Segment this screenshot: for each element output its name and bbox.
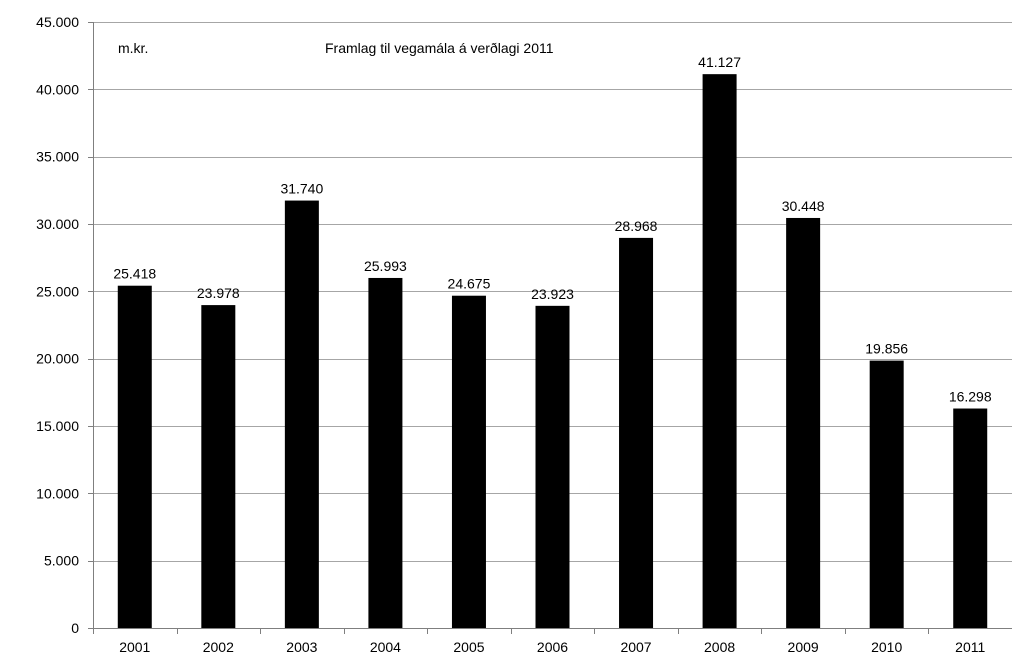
bar-2008	[702, 74, 737, 629]
x-tick-label-2008: 2008	[704, 639, 735, 655]
y-tick-label: 30.000	[36, 216, 79, 232]
y-tick-label: 0	[71, 620, 79, 636]
data-label-2009: 30.448	[782, 198, 825, 214]
y-tick-label: 5.000	[44, 553, 79, 569]
x-tick-label-2004: 2004	[370, 639, 401, 655]
data-labels: 25.418 23.978 31.740 25.993 24.675 23.923 28.9…	[113, 54, 991, 404]
data-label-2008: 41.127	[698, 54, 741, 70]
bars	[117, 74, 988, 629]
x-tick-label-2009: 2009	[788, 639, 819, 655]
y-tick-label: 10.000	[36, 485, 79, 501]
bar-2010	[869, 360, 904, 628]
bar-2009	[786, 217, 821, 629]
y-tick-label: 20.000	[36, 351, 79, 367]
y-tick-label: 25.000	[36, 283, 79, 299]
x-tick-label-2007: 2007	[620, 639, 651, 655]
data-label-2007: 28.968	[615, 218, 658, 234]
x-tick-label-2005: 2005	[453, 639, 484, 655]
data-label-2010: 19.856	[865, 341, 908, 357]
y-axis-ticks: 0 5.000 10.000 15.000 20.000 25.000 30.000 35.0…	[36, 14, 79, 636]
x-tick-label-2011: 2011	[955, 639, 985, 655]
bar-2007	[619, 237, 654, 629]
bar-2011	[953, 408, 988, 628]
data-label-2001: 25.418	[113, 266, 156, 282]
x-tick-label-2010: 2010	[871, 639, 902, 655]
y-tick-label: 15.000	[36, 418, 79, 434]
chart-title: Framlag til vegamála á verðlagi 2011	[325, 40, 554, 56]
x-tick-label-2006: 2006	[537, 639, 568, 655]
y-tick-label: 40.000	[36, 81, 79, 97]
data-label-2011: 16.298	[949, 389, 992, 405]
y-tick-label: 45.000	[36, 14, 79, 30]
y-tick-label: 35.000	[36, 149, 79, 165]
x-axis-ticks: 2001 2002 2003 2004 2005 2006 2007 2008 2009 2010…	[119, 639, 985, 655]
bar-2003	[284, 200, 319, 628]
bar-2001	[117, 285, 152, 628]
x-tick-label-2002: 2002	[203, 639, 234, 655]
data-label-2006: 23.923	[531, 286, 574, 302]
gridlines	[93, 22, 1012, 562]
axes	[88, 22, 1012, 634]
data-label-2002: 23.978	[197, 285, 240, 301]
bar-2006	[535, 305, 570, 628]
bar-2005	[451, 295, 486, 628]
x-tick-label-2003: 2003	[286, 639, 317, 655]
data-label-2003: 31.740	[280, 181, 323, 197]
unit-label: m.kr.	[118, 40, 149, 56]
data-label-2004: 25.993	[364, 258, 407, 274]
bar-2004	[368, 277, 403, 628]
data-label-2005: 24.675	[448, 276, 491, 292]
bar-2002	[201, 305, 236, 628]
x-tick-label-2001: 2001	[119, 639, 150, 655]
